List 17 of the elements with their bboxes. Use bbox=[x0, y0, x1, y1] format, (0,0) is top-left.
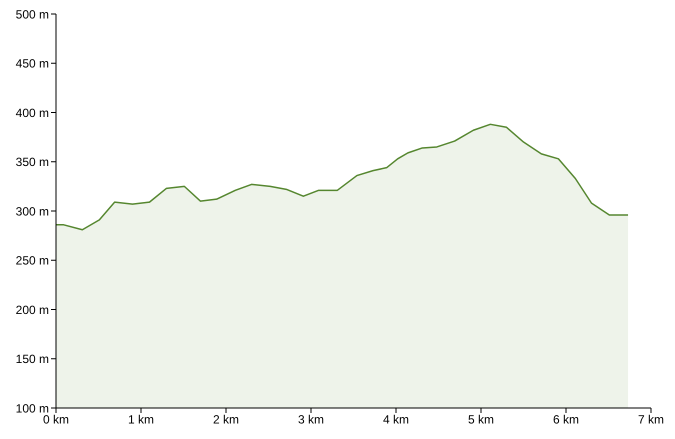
x-tick-label: 0 km bbox=[42, 412, 70, 427]
x-tick-label: 1 km bbox=[128, 412, 154, 427]
y-tick-label: 500 m bbox=[16, 7, 49, 22]
y-tick-label: 450 m bbox=[16, 56, 49, 71]
y-tick-label: 150 m bbox=[16, 352, 49, 366]
y-tick-label: 400 m bbox=[16, 106, 49, 120]
y-tick-label: 200 m bbox=[16, 302, 49, 317]
y-tick-label: 300 m bbox=[16, 204, 49, 218]
x-tick-label: 5 km bbox=[468, 412, 494, 427]
x-tick-label: 4 km bbox=[382, 412, 410, 427]
x-tick-label: 7 km bbox=[638, 412, 664, 427]
x-tick-label: 6 km bbox=[552, 412, 580, 427]
y-tick-label: 100 m bbox=[16, 401, 49, 416]
x-tick-label: 2 km bbox=[212, 412, 240, 427]
x-tick-label: 3 km bbox=[298, 412, 324, 427]
y-tick-label: 250 m bbox=[16, 254, 49, 268]
y-tick-label: 350 m bbox=[16, 155, 49, 170]
